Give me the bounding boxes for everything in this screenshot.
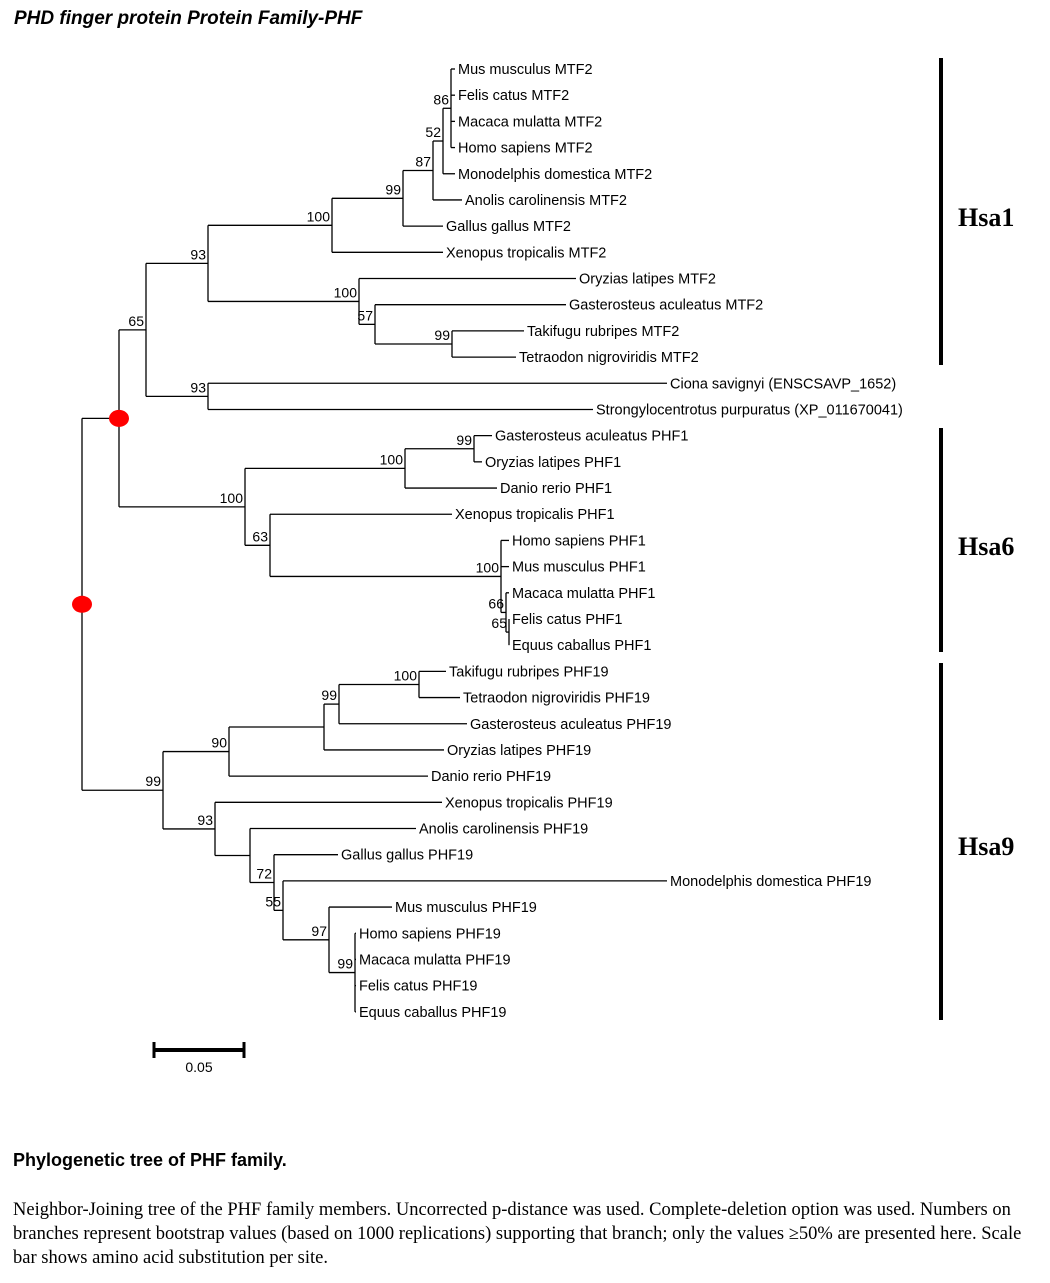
leaf-label-anolis-carolinensis-mtf2: Anolis carolinensis MTF2 (465, 193, 627, 209)
group-label-hsa9: Hsa9 (958, 832, 1014, 861)
leaf-label-takifugu-rubripes-phf19: Takifugu rubripes PHF19 (449, 664, 609, 680)
leaf-label-mus-musculus-phf1: Mus musculus PHF1 (512, 560, 646, 576)
leaf-label-homo-sapiens-mtf2: Homo sapiens MTF2 (458, 141, 593, 157)
bootstrap-value: 65 (128, 313, 144, 329)
leaf-label-macaca-mulatta-phf1: Macaca mulatta PHF1 (512, 586, 655, 602)
scale-bar-label: 0.05 (185, 1059, 212, 1075)
group-label-hsa1: Hsa1 (958, 203, 1014, 232)
leaf-label-felis-catus-phf1: Felis catus PHF1 (512, 612, 622, 628)
leaf-label-monodelphis-domestica-phf19: Monodelphis domestica PHF19 (670, 874, 872, 890)
leaf-label-macaca-mulatta-phf19: Macaca mulatta PHF19 (359, 952, 511, 968)
leaf-label-strongylocentrotus-purpuratus-xp-011670041: Strongylocentrotus purpuratus (XP_011670… (596, 402, 903, 418)
leaf-label-gallus-gallus-phf19: Gallus gallus PHF19 (341, 848, 473, 864)
bootstrap-value: 87 (415, 153, 431, 169)
bootstrap-value: 100 (307, 208, 331, 224)
bootstrap-value: 100 (476, 559, 500, 575)
leaf-label-mus-musculus-mtf2: Mus musculus MTF2 (458, 62, 593, 78)
bootstrap-value: 99 (456, 432, 472, 448)
leaf-label-monodelphis-domestica-mtf2: Monodelphis domestica MTF2 (458, 167, 652, 183)
leaf-label-danio-rerio-phf19: Danio rerio PHF19 (431, 769, 551, 785)
bootstrap-labels: 86 52 87 99 100 99 57 100 93 93 65 99 100 65 66 100 63 10… (128, 91, 507, 971)
duplication-node-marker (72, 595, 92, 613)
bootstrap-value: 55 (265, 893, 281, 909)
leaf-label-macaca-mulatta-mtf2: Macaca mulatta MTF2 (458, 114, 602, 130)
leaf-label-tetraodon-nigroviridis-mtf2: Tetraodon nigroviridis MTF2 (519, 350, 699, 366)
leaf-label-oryzias-latipes-phf19: Oryzias latipes PHF19 (447, 743, 591, 759)
leaf-label-xenopus-tropicalis-phf1: Xenopus tropicalis PHF1 (455, 507, 615, 523)
bootstrap-value: 100 (220, 490, 244, 506)
group-bars: Hsa1 Hsa6 Hsa9 (939, 58, 1014, 1020)
leaf-label-mus-musculus-phf19: Mus musculus PHF19 (395, 900, 537, 916)
leaf-label-oryzias-latipes-phf1: Oryzias latipes PHF1 (485, 455, 621, 471)
bootstrap-value: 99 (321, 687, 337, 703)
leaf-label-xenopus-tropicalis-phf19: Xenopus tropicalis PHF19 (445, 795, 613, 811)
bootstrap-value: 86 (433, 91, 449, 107)
leaf-label-gallus-gallus-mtf2: Gallus gallus MTF2 (446, 219, 571, 235)
leaf-label-ciona-savignyi-enscsavp-1652: Ciona savignyi (ENSCSAVP_1652) (670, 376, 896, 392)
bootstrap-value: 72 (256, 866, 272, 882)
caption-text: Neighbor-Joining tree of the PHF family … (13, 1200, 1022, 1268)
duplication-node-marker (109, 409, 129, 427)
leaf-label-equus-caballus-phf19: Equus caballus PHF19 (359, 1005, 507, 1021)
bootstrap-value: 90 (211, 735, 227, 751)
leaf-label-homo-sapiens-phf1: Homo sapiens PHF1 (512, 533, 646, 549)
bootstrap-value: 66 (488, 595, 504, 611)
bootstrap-value: 93 (190, 246, 206, 262)
bootstrap-value: 100 (380, 451, 404, 467)
leaf-label-takifugu-rubripes-mtf2: Takifugu rubripes MTF2 (527, 324, 679, 340)
bootstrap-value: 99 (385, 181, 401, 197)
bootstrap-value: 100 (334, 284, 358, 300)
group-label-hsa6: Hsa6 (958, 532, 1014, 561)
bootstrap-value: 93 (190, 379, 206, 395)
leaf-labels: Mus musculus MTF2 Felis catus MTF2 Macaca … (341, 62, 903, 1021)
leaf-label-anolis-carolinensis-phf19: Anolis carolinensis PHF19 (419, 822, 588, 838)
leaf-label-felis-catus-mtf2: Felis catus MTF2 (458, 88, 569, 104)
bootstrap-value: 52 (425, 124, 441, 140)
bootstrap-value: 65 (491, 615, 507, 631)
leaf-label-felis-catus-phf19: Felis catus PHF19 (359, 979, 477, 995)
bootstrap-value: 99 (337, 956, 353, 972)
tree-branches (81, 68, 667, 1013)
leaf-label-tetraodon-nigroviridis-phf19: Tetraodon nigroviridis PHF19 (463, 691, 650, 707)
phylogenetic-tree: 86 52 87 99 100 99 57 100 93 93 65 99 100 65 66 100 63 10… (72, 58, 1014, 1075)
node-markers (72, 409, 129, 613)
leaf-label-equus-caballus-phf1: Equus caballus PHF1 (512, 638, 651, 654)
scale-bar: 0.05 (152, 1042, 246, 1075)
bootstrap-value: 100 (394, 667, 418, 683)
leaf-label-homo-sapiens-phf19: Homo sapiens PHF19 (359, 926, 501, 942)
bootstrap-value: 57 (357, 307, 373, 323)
leaf-label-gasterosteus-aculeatus-phf19: Gasterosteus aculeatus PHF19 (470, 717, 672, 733)
bootstrap-value: 97 (311, 923, 327, 939)
leaf-label-danio-rerio-phf1: Danio rerio PHF1 (500, 481, 612, 497)
caption-title: Phylogenetic tree of PHF family. (13, 1150, 287, 1170)
page-title: PHD finger protein Protein Family-PHF (14, 8, 363, 29)
leaf-label-oryzias-latipes-mtf2: Oryzias latipes MTF2 (579, 272, 716, 288)
leaf-label-gasterosteus-aculeatus-phf1: Gasterosteus aculeatus PHF1 (495, 429, 688, 445)
bootstrap-value: 63 (252, 528, 268, 544)
leaf-label-xenopus-tropicalis-mtf2: Xenopus tropicalis MTF2 (446, 245, 606, 261)
bootstrap-value: 93 (197, 812, 213, 828)
leaf-label-gasterosteus-aculeatus-mtf2: Gasterosteus aculeatus MTF2 (569, 298, 763, 314)
bootstrap-value: 99 (145, 773, 161, 789)
bootstrap-value: 99 (434, 327, 450, 343)
